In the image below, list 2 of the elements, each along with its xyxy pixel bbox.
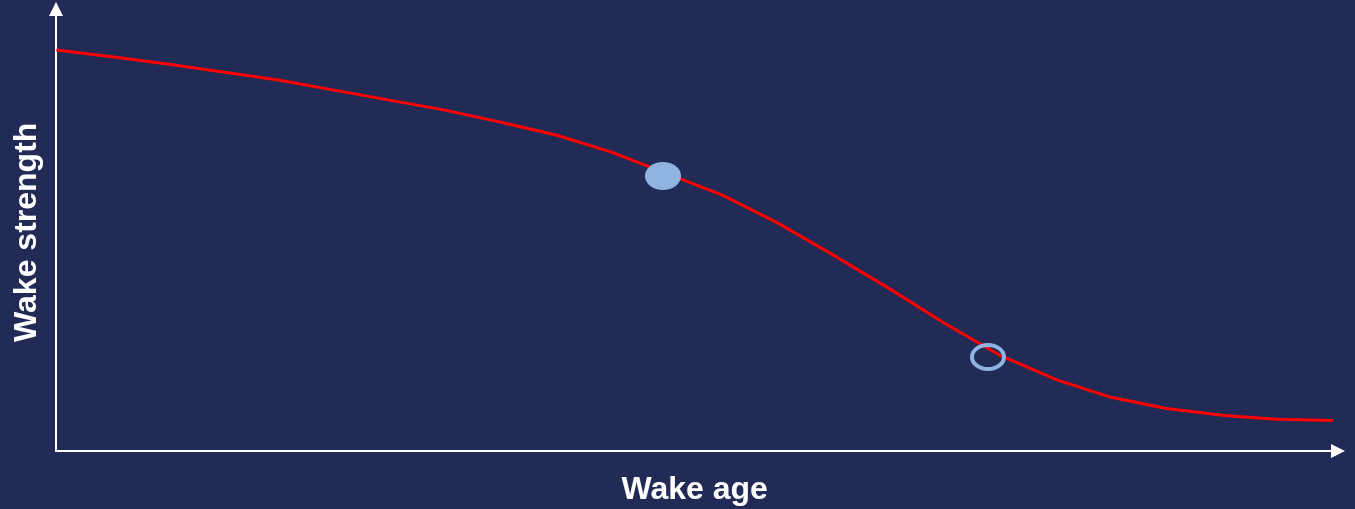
x-axis-title: Wake age: [621, 469, 768, 506]
y-axis-title: Wake strength: [7, 122, 44, 342]
